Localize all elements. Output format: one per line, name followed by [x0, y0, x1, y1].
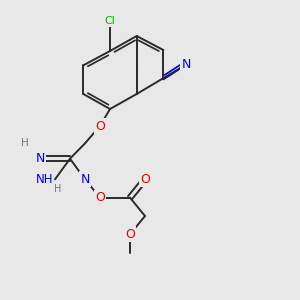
- Text: H: H: [21, 138, 29, 148]
- Text: N: N: [35, 152, 45, 165]
- Text: H: H: [54, 184, 62, 194]
- Text: N: N: [182, 58, 191, 71]
- Text: Cl: Cl: [105, 16, 116, 26]
- Text: NH: NH: [35, 173, 53, 186]
- Text: O: O: [140, 173, 150, 186]
- Text: N: N: [80, 173, 90, 186]
- Text: O: O: [125, 228, 135, 241]
- Text: O: O: [95, 119, 105, 133]
- Text: O: O: [95, 191, 105, 204]
